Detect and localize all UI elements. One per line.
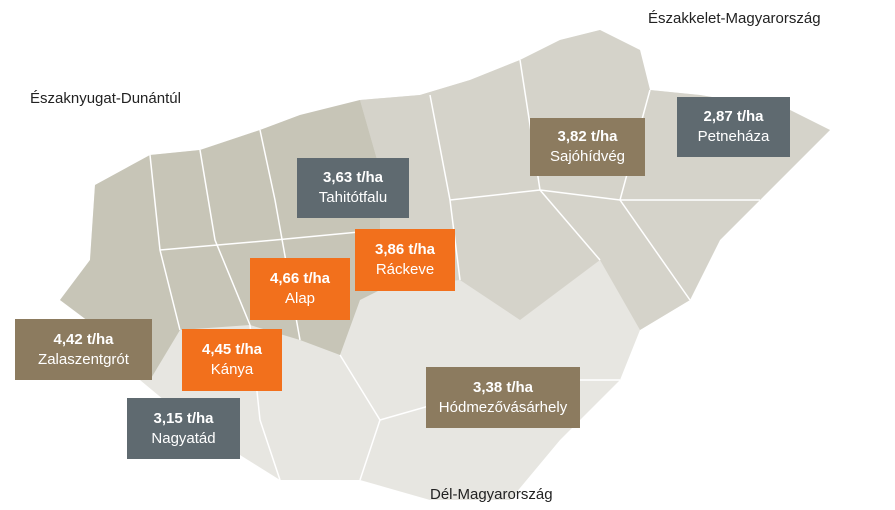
site-yield: 2,87 t/ha [703, 108, 764, 125]
site-yield: 3,86 t/ha [374, 241, 436, 258]
region-label: Északkelet-Magyarország [648, 10, 821, 27]
region-label: Északnyugat-Dunántúl [30, 90, 181, 107]
site-label: 3,63 t/ha Tahitótfalu [297, 158, 409, 218]
site-yield: 4,42 t/ha [53, 330, 114, 348]
site-label: 4,66 t/ha Alap [250, 258, 350, 320]
site-label: 4,42 t/ha Zalaszentgrót [15, 319, 152, 380]
site-name: Tahitótfalu [318, 189, 388, 206]
site-yield: 3,38 t/ha [472, 378, 534, 396]
site-name: Zalaszentgrót [38, 350, 129, 368]
site-label: 3,38 t/ha Hódmezővásárhely [426, 367, 580, 428]
site-name: Petneháza [697, 128, 770, 145]
site-name: Nagyatád [151, 429, 216, 447]
site-label: 4,45 t/ha Kánya [182, 329, 282, 391]
site-yield: 3,63 t/ha [322, 169, 384, 186]
site-yield: 3,82 t/ha [557, 128, 618, 145]
site-name: Ráckeve [375, 261, 435, 278]
site-label: 3,86 t/ha Ráckeve [355, 229, 455, 291]
site-label: 2,87 t/ha Petneháza [677, 97, 790, 157]
site-label: 3,15 t/ha Nagyatád [127, 398, 240, 459]
site-name: Sajóhídvég [549, 148, 626, 165]
site-yield: 4,66 t/ha [269, 270, 331, 287]
site-name: Hódmezővásárhely [438, 398, 568, 416]
site-name: Kánya [210, 361, 254, 378]
region-label: Dél-Magyarország [430, 486, 553, 503]
site-yield: 4,45 t/ha [201, 341, 263, 358]
site-name: Alap [284, 290, 316, 307]
site-label: 3,82 t/ha Sajóhídvég [530, 118, 645, 176]
site-yield: 3,15 t/ha [153, 409, 214, 427]
